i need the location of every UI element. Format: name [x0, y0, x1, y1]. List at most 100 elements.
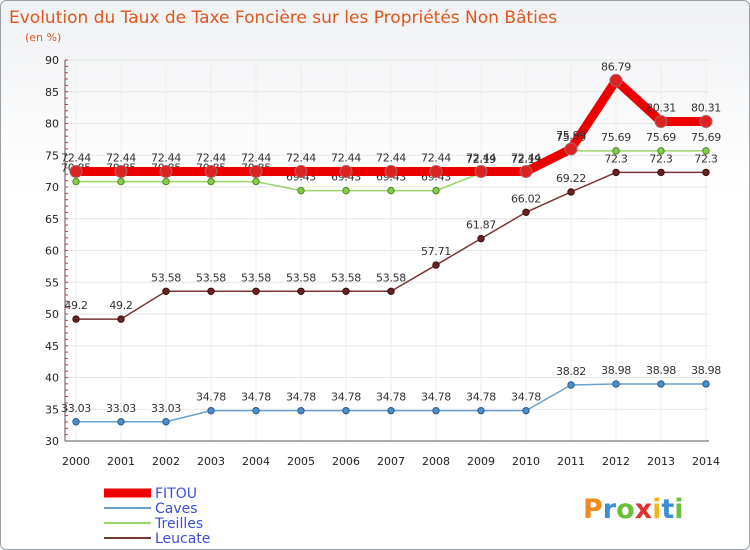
x-tick-label: 2006 [332, 455, 360, 468]
x-tick-label: 2007 [377, 455, 405, 468]
data-label-leucate: 53.58 [331, 271, 361, 284]
data-label-fitou: 72.44 [376, 152, 406, 165]
data-point-leucate [657, 168, 665, 177]
data-label-caves: 34.78 [511, 391, 541, 404]
data-point-leucate [297, 287, 305, 295]
data-point-treilles [162, 177, 170, 186]
data-label-fitou: 72.44 [106, 152, 136, 165]
y-tick-label: 60 [45, 245, 59, 258]
data-label-fitou: 72.44 [286, 152, 316, 165]
data-label-caves: 34.78 [376, 391, 406, 404]
y-tick-label: 85 [45, 86, 59, 99]
data-label-leucate: 49.2 [109, 299, 132, 312]
data-label-caves: 33.03 [106, 402, 136, 415]
data-point-fitou [609, 73, 623, 87]
y-tick-label: 45 [45, 340, 59, 353]
x-tick-label: 2002 [152, 455, 180, 468]
data-label-caves: 34.78 [421, 391, 451, 404]
series-fitou: 72.44 72.44 72.44 72.44 72.44 72.44 72.44 72.44… [61, 60, 721, 179]
data-point-caves [612, 380, 620, 388]
data-label-fitou: 72.44 [151, 152, 181, 165]
y-tick-label: 55 [45, 276, 59, 289]
data-label-leucate: 49.2 [64, 299, 87, 312]
data-point-caves [207, 406, 215, 415]
y-tick-label: 40 [45, 372, 59, 385]
data-point-caves [657, 380, 665, 388]
data-label-leucate: 72.3 [649, 152, 673, 165]
data-label-caves: 34.78 [196, 391, 226, 404]
x-tick-label: 2010 [512, 455, 540, 468]
data-point-caves [72, 418, 80, 426]
data-label-leucate: 66.02 [511, 192, 541, 205]
x-tick-label: 2001 [107, 455, 135, 468]
legend-label-treilles: Treilles [154, 516, 203, 532]
data-label-fitou: 72.44 [421, 152, 451, 165]
data-point-fitou [564, 142, 578, 156]
proxiti-logo: Proxiti [583, 494, 684, 525]
data-label-leucate: 53.58 [196, 271, 226, 284]
x-tick-label: 2011 [557, 455, 585, 468]
data-point-caves [252, 406, 260, 415]
data-point-treilles [72, 177, 80, 186]
data-point-leucate [567, 188, 575, 196]
data-point-fitou [654, 115, 668, 129]
data-point-treilles [612, 147, 620, 155]
data-point-fitou [204, 165, 218, 179]
y-tick-label: 90 [45, 54, 59, 67]
legend-label-caves: Caves [155, 501, 198, 517]
data-point-caves [702, 380, 710, 388]
data-point-fitou [159, 165, 173, 179]
data-point-treilles [207, 177, 215, 186]
y-tick-label: 75 [45, 149, 59, 162]
data-label-fitou: 72.44 [331, 152, 361, 165]
data-point-leucate [207, 287, 215, 295]
data-point-fitou [294, 165, 308, 179]
data-point-leucate [117, 315, 125, 323]
data-point-leucate [477, 234, 485, 243]
data-point-caves [432, 406, 440, 415]
data-point-treilles [117, 177, 125, 186]
data-label-fitou: 80.31 [691, 102, 721, 115]
chart-subtitle: (en %) [25, 31, 61, 44]
data-point-treilles [342, 186, 350, 195]
x-tick-label: 2014 [692, 455, 720, 468]
data-point-leucate [522, 208, 530, 216]
axes: 30 35 40 45 50 55 60 65 70 75 80 85 90 2000 2001 2002 20… [45, 54, 720, 468]
data-point-leucate [702, 168, 710, 177]
data-point-treilles [387, 186, 395, 195]
data-label-leucate: 53.58 [286, 271, 316, 284]
x-tick-label: 2013 [647, 455, 675, 468]
y-tick-label: 65 [45, 213, 59, 226]
data-label-fitou: 86.79 [601, 60, 631, 73]
data-point-caves [162, 418, 170, 426]
data-label-fitou: 72.44 [61, 152, 91, 165]
data-point-leucate [162, 287, 170, 295]
series-caves: 33.03 33.03 33.03 34.78 34.78 34.78 34.78 34.78… [61, 364, 722, 426]
data-label-caves: 38.82 [556, 365, 586, 378]
data-label-leucate: 57.71 [421, 245, 451, 258]
data-label-caves: 33.03 [151, 402, 181, 415]
data-point-fitou [429, 165, 443, 179]
grid [65, 59, 709, 442]
data-label-leucate: 61.87 [466, 219, 496, 232]
data-label-caves: 38.98 [646, 364, 676, 377]
data-label-fitou: 72.44 [511, 152, 541, 165]
y-tick-label: 35 [45, 403, 59, 416]
legend-label-leucate: Leucate [155, 531, 210, 547]
data-point-leucate [387, 287, 395, 295]
data-point-leucate [342, 287, 350, 295]
data-label-fitou: 72.44 [241, 152, 271, 165]
data-point-treilles [297, 186, 305, 195]
data-point-caves [387, 406, 395, 415]
x-tick-label: 2004 [242, 455, 270, 468]
y-tick-label: 30 [45, 435, 59, 448]
data-point-leucate [432, 261, 440, 269]
data-label-caves: 34.78 [241, 391, 271, 404]
data-label-fitou: 72.44 [466, 152, 496, 165]
x-tick-label: 2000 [62, 455, 90, 468]
data-label-leucate: 69.22 [556, 172, 586, 185]
data-label-fitou: 72.44 [196, 152, 226, 165]
data-point-leucate [72, 315, 80, 323]
series-layer: 33.03 33.03 33.03 34.78 34.78 34.78 34.78 34.78… [61, 60, 722, 426]
